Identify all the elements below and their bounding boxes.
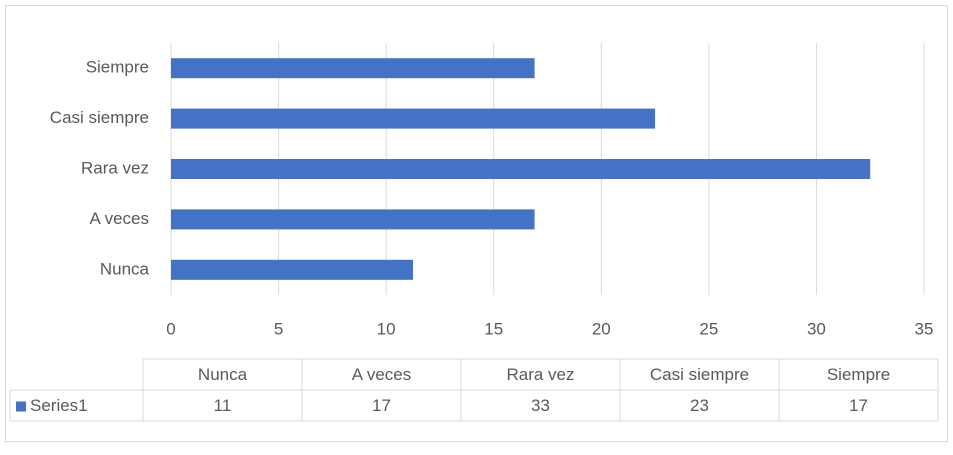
y-tick-label: Casi siempre <box>50 108 149 127</box>
x-tick-label: 10 <box>377 319 396 338</box>
x-tick-label: 5 <box>274 319 283 338</box>
table-value: 33 <box>531 396 550 415</box>
x-tick-label: 15 <box>484 319 503 338</box>
table-header: Casi siempre <box>650 365 749 384</box>
y-tick-label: Siempre <box>86 58 149 77</box>
x-tick-label: 0 <box>166 319 175 338</box>
x-tick-label: 35 <box>915 319 934 338</box>
legend-swatch <box>16 401 26 412</box>
y-tick-label: Rara vez <box>81 158 149 177</box>
table-header: A veces <box>352 365 412 384</box>
x-tick-label: 20 <box>592 319 611 338</box>
bar <box>171 58 535 79</box>
table-value: 17 <box>849 396 868 415</box>
table-value: 23 <box>690 396 709 415</box>
bar <box>171 108 656 129</box>
x-tick-label: 25 <box>699 319 718 338</box>
table-value: 17 <box>372 396 391 415</box>
table-header: Rara vez <box>506 365 574 384</box>
legend-label: Series1 <box>30 396 88 415</box>
y-tick-label: A veces <box>89 209 149 228</box>
table-header: Nunca <box>198 365 248 384</box>
bar <box>171 259 414 280</box>
bar <box>171 209 535 230</box>
y-tick-label: Nunca <box>100 259 150 278</box>
bar <box>171 159 871 179</box>
x-tick-label: 30 <box>807 319 826 338</box>
table-header: Siempre <box>827 365 890 384</box>
table-value: 11 <box>214 396 232 415</box>
